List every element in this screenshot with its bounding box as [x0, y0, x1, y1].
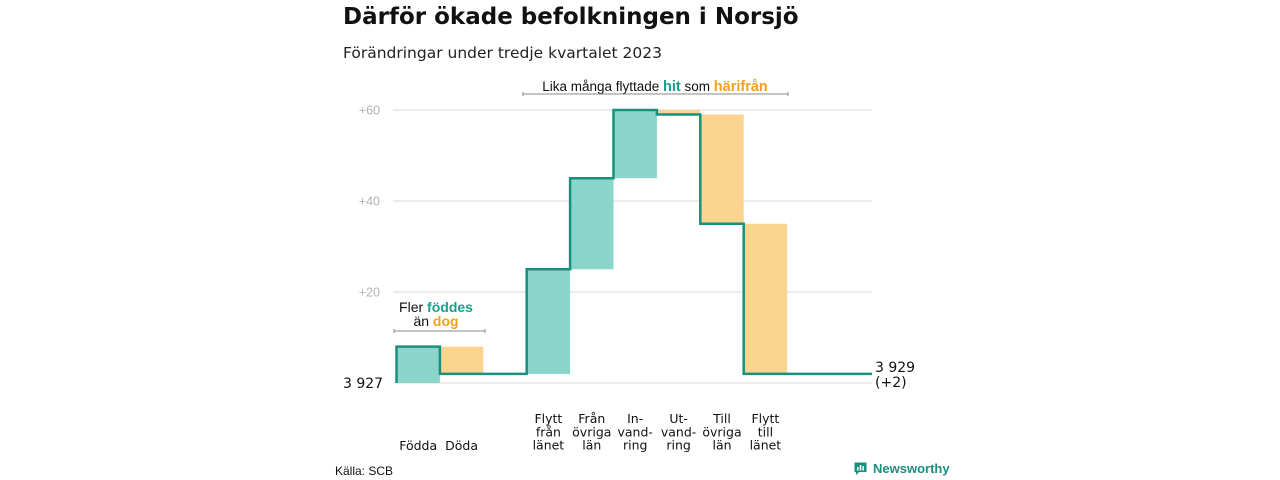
annotation-moves-bracket [522, 92, 789, 96]
annotation-moves: Lika många flyttade hit som härifrån [542, 79, 768, 95]
category-label: till [758, 424, 773, 439]
category-label: ring [623, 438, 647, 453]
end-change-label: (+2) [875, 375, 907, 391]
category-label: från [536, 424, 561, 439]
source-note: Källa: SCB [335, 464, 394, 478]
bar-decrease [656, 110, 701, 115]
category-label: länet [750, 438, 782, 453]
category-label: Flytt [751, 411, 779, 426]
category-label: länet [533, 438, 565, 453]
category-label: vand- [661, 424, 696, 439]
category-label: ring [666, 438, 690, 453]
category-label: övriga [702, 424, 741, 439]
y-tick-label: +20 [359, 286, 380, 300]
bar-increase [526, 269, 571, 374]
newsworthy-logo-icon [854, 462, 867, 475]
annotation-births-line2: än dog [413, 313, 458, 329]
y-tick-label: +60 [359, 104, 380, 118]
category-label: Döda [445, 438, 478, 453]
bar-decrease [439, 346, 484, 374]
category-label: Till [712, 411, 731, 426]
annotation-births-line1: Fler föddes [399, 299, 473, 315]
end-value-label: 3 929 [875, 360, 915, 376]
category-label: Från [578, 411, 605, 426]
category-label: Ut- [669, 411, 688, 426]
category-label: övriga [572, 424, 611, 439]
bar-increase [570, 178, 614, 270]
start-value-label: 3 927 [343, 376, 383, 392]
y-tick-label: +40 [359, 195, 380, 209]
category-label: Födda [399, 438, 437, 453]
brand-name: Newsworthy [873, 461, 950, 476]
chart-title: Därför ökade befolkningen i Norsjö [343, 4, 799, 30]
category-label: vand- [617, 424, 652, 439]
chart-subtitle: Förändringar under tredje kvartalet 2023 [343, 44, 662, 62]
category-label: Flytt [534, 411, 562, 426]
category-label: län [712, 438, 731, 453]
category-label: län [582, 438, 601, 453]
brand-logo: Newsworthy [853, 461, 950, 476]
bar-increase [396, 346, 440, 383]
bar-decrease [743, 223, 788, 374]
bar-decrease [700, 114, 744, 224]
annotation-births-bracket [393, 329, 486, 333]
category-label: In- [627, 411, 643, 426]
bar-increase [613, 110, 657, 179]
cumulative-step-line [395, 108, 872, 383]
